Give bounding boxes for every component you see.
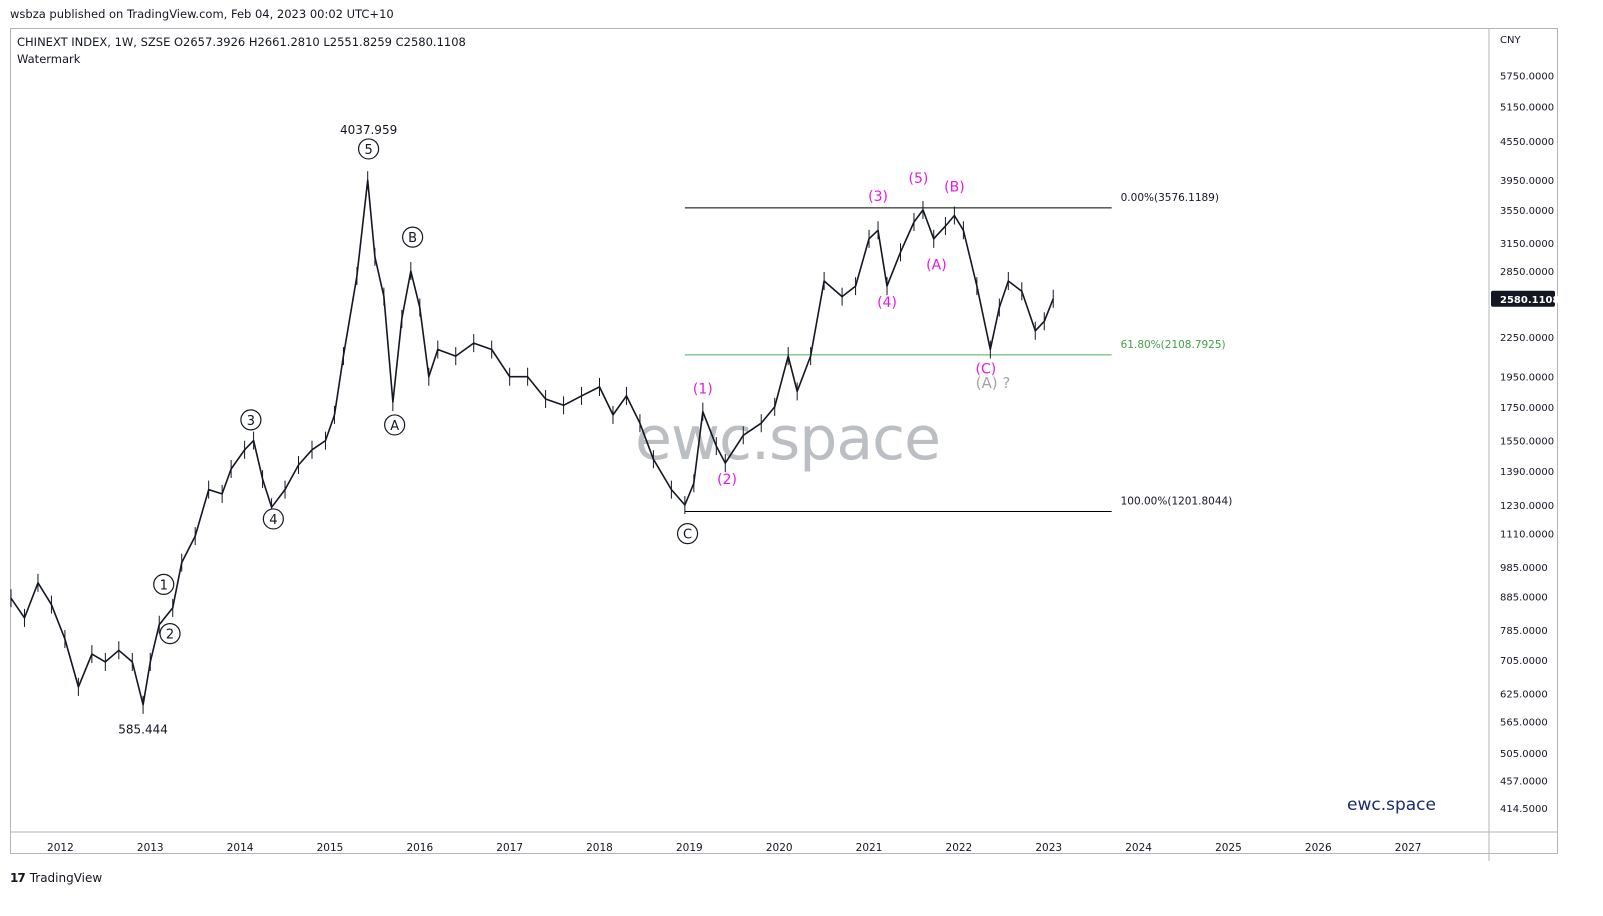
wave-circle-marker [159, 622, 181, 645]
x-tick-label: 2020 [766, 842, 793, 854]
wave-label-circled: A [390, 419, 399, 434]
y-tick-label: 4550.0000 [1500, 137, 1554, 148]
y-tick-label: 1230.0000 [1500, 501, 1554, 512]
y-tick-label: 885.0000 [1500, 593, 1548, 604]
y-tick-label: 5150.0000 [1500, 102, 1554, 113]
y-tick-label: 985.0000 [1500, 563, 1548, 574]
price-mark-label: 585.444 [118, 723, 168, 737]
wave-circle-marker [240, 409, 262, 431]
x-tick-label: 2026 [1305, 842, 1332, 854]
y-tick-label: 457.0000 [1500, 777, 1548, 788]
y-tick-label: 3950.0000 [1500, 176, 1554, 187]
watermark-label: Watermark [17, 52, 81, 66]
chart-legend: CHINEXT INDEX, 1W, SZSE O2657.3926 H2661… [17, 34, 466, 68]
wave-label-paren: (3) [868, 189, 888, 205]
wave-label-circled: 1 [160, 578, 168, 593]
y-tick-label: 705.0000 [1500, 656, 1548, 667]
wave-label-circled: 3 [247, 414, 255, 429]
y-tick-label: 1750.0000 [1500, 403, 1554, 414]
footer: 17 TradingView [10, 871, 102, 885]
fib-level-label: 100.00%(1201.8044) [1121, 495, 1233, 507]
chart-frame [10, 28, 1558, 854]
wave-circle-marker [153, 573, 175, 595]
y-tick-label: 1550.0000 [1500, 437, 1554, 448]
tradingview-logo-icon[interactable]: 17 [10, 871, 26, 885]
wave-label-circled: B [408, 231, 417, 246]
wave-label-alternative: (A) ? [976, 374, 1011, 392]
wave-label-paren: (C) [975, 361, 996, 377]
x-tick-label: 2022 [946, 842, 973, 854]
x-tick-label: 2021 [856, 842, 883, 854]
publish-info: wsbza published on TradingView.com, Feb … [10, 7, 394, 21]
x-tick-label: 2019 [676, 842, 703, 854]
currency-label: CNY [1500, 35, 1521, 46]
y-tick-label: 2250.0000 [1500, 333, 1554, 344]
wave-circle-marker [262, 508, 284, 530]
price-mark-label: 4037.959 [340, 123, 397, 137]
wave-circle-marker [676, 522, 699, 545]
footer-name[interactable]: TradingView [29, 871, 103, 885]
x-tick-label: 2023 [1035, 842, 1062, 854]
y-tick-label: 3150.0000 [1500, 239, 1554, 250]
wave-label-paren: (1) [693, 381, 713, 397]
wave-label-circled: 5 [364, 143, 372, 158]
x-tick-label: 2025 [1215, 842, 1242, 854]
last-price-badge [1491, 290, 1555, 307]
brand-label[interactable]: ewc.space [1347, 795, 1436, 815]
y-tick-label: 3550.0000 [1500, 206, 1554, 217]
wave-circle-marker [384, 414, 406, 436]
x-tick-label: 2027 [1395, 842, 1422, 854]
wave-circle-marker [402, 226, 424, 248]
wave-label-paren: (2) [717, 472, 737, 488]
y-tick-label: 565.0000 [1500, 718, 1548, 729]
wave-label-paren: (5) [909, 171, 929, 187]
wave-circle-marker [357, 138, 380, 160]
y-tick-label: 785.0000 [1500, 626, 1548, 637]
fib-level-label: 61.80%(2108.7925) [1121, 339, 1226, 351]
wave-label-paren: (B) [944, 180, 965, 196]
wave-label-circled: 4 [269, 513, 277, 528]
last-price-label: 2580.1108 [1500, 295, 1560, 306]
fib-level-label: 0.00%(3576.1189) [1121, 192, 1219, 204]
y-tick-label: 625.0000 [1500, 689, 1548, 700]
y-tick-label: 2850.0000 [1500, 267, 1554, 278]
wave-label-circled: 2 [166, 628, 174, 643]
x-tick-label: 2017 [496, 842, 523, 854]
wave-label-paren: (4) [877, 295, 897, 311]
y-tick-label: 505.0000 [1500, 749, 1548, 760]
watermark-text: ewc.space [635, 404, 941, 474]
x-tick-label: 2016 [406, 842, 433, 854]
x-tick-label: 2014 [227, 842, 254, 854]
x-tick-label: 2013 [137, 842, 164, 854]
wave-label-paren: (A) [926, 257, 947, 273]
y-tick-label: 1950.0000 [1500, 373, 1554, 384]
x-tick-label: 2018 [586, 842, 613, 854]
x-tick-label: 2024 [1125, 842, 1152, 854]
y-tick-label: 5750.0000 [1500, 72, 1554, 83]
wave-label-circled: C [683, 528, 692, 543]
y-tick-label: 1390.0000 [1500, 467, 1554, 478]
y-tick-label: 414.5000 [1500, 804, 1548, 815]
x-tick-label: 2012 [47, 842, 74, 854]
symbol-info: CHINEXT INDEX, 1W, SZSE O2657.3926 H2661… [17, 35, 466, 49]
x-tick-label: 2015 [317, 842, 344, 854]
y-tick-label: 1110.0000 [1500, 530, 1554, 541]
